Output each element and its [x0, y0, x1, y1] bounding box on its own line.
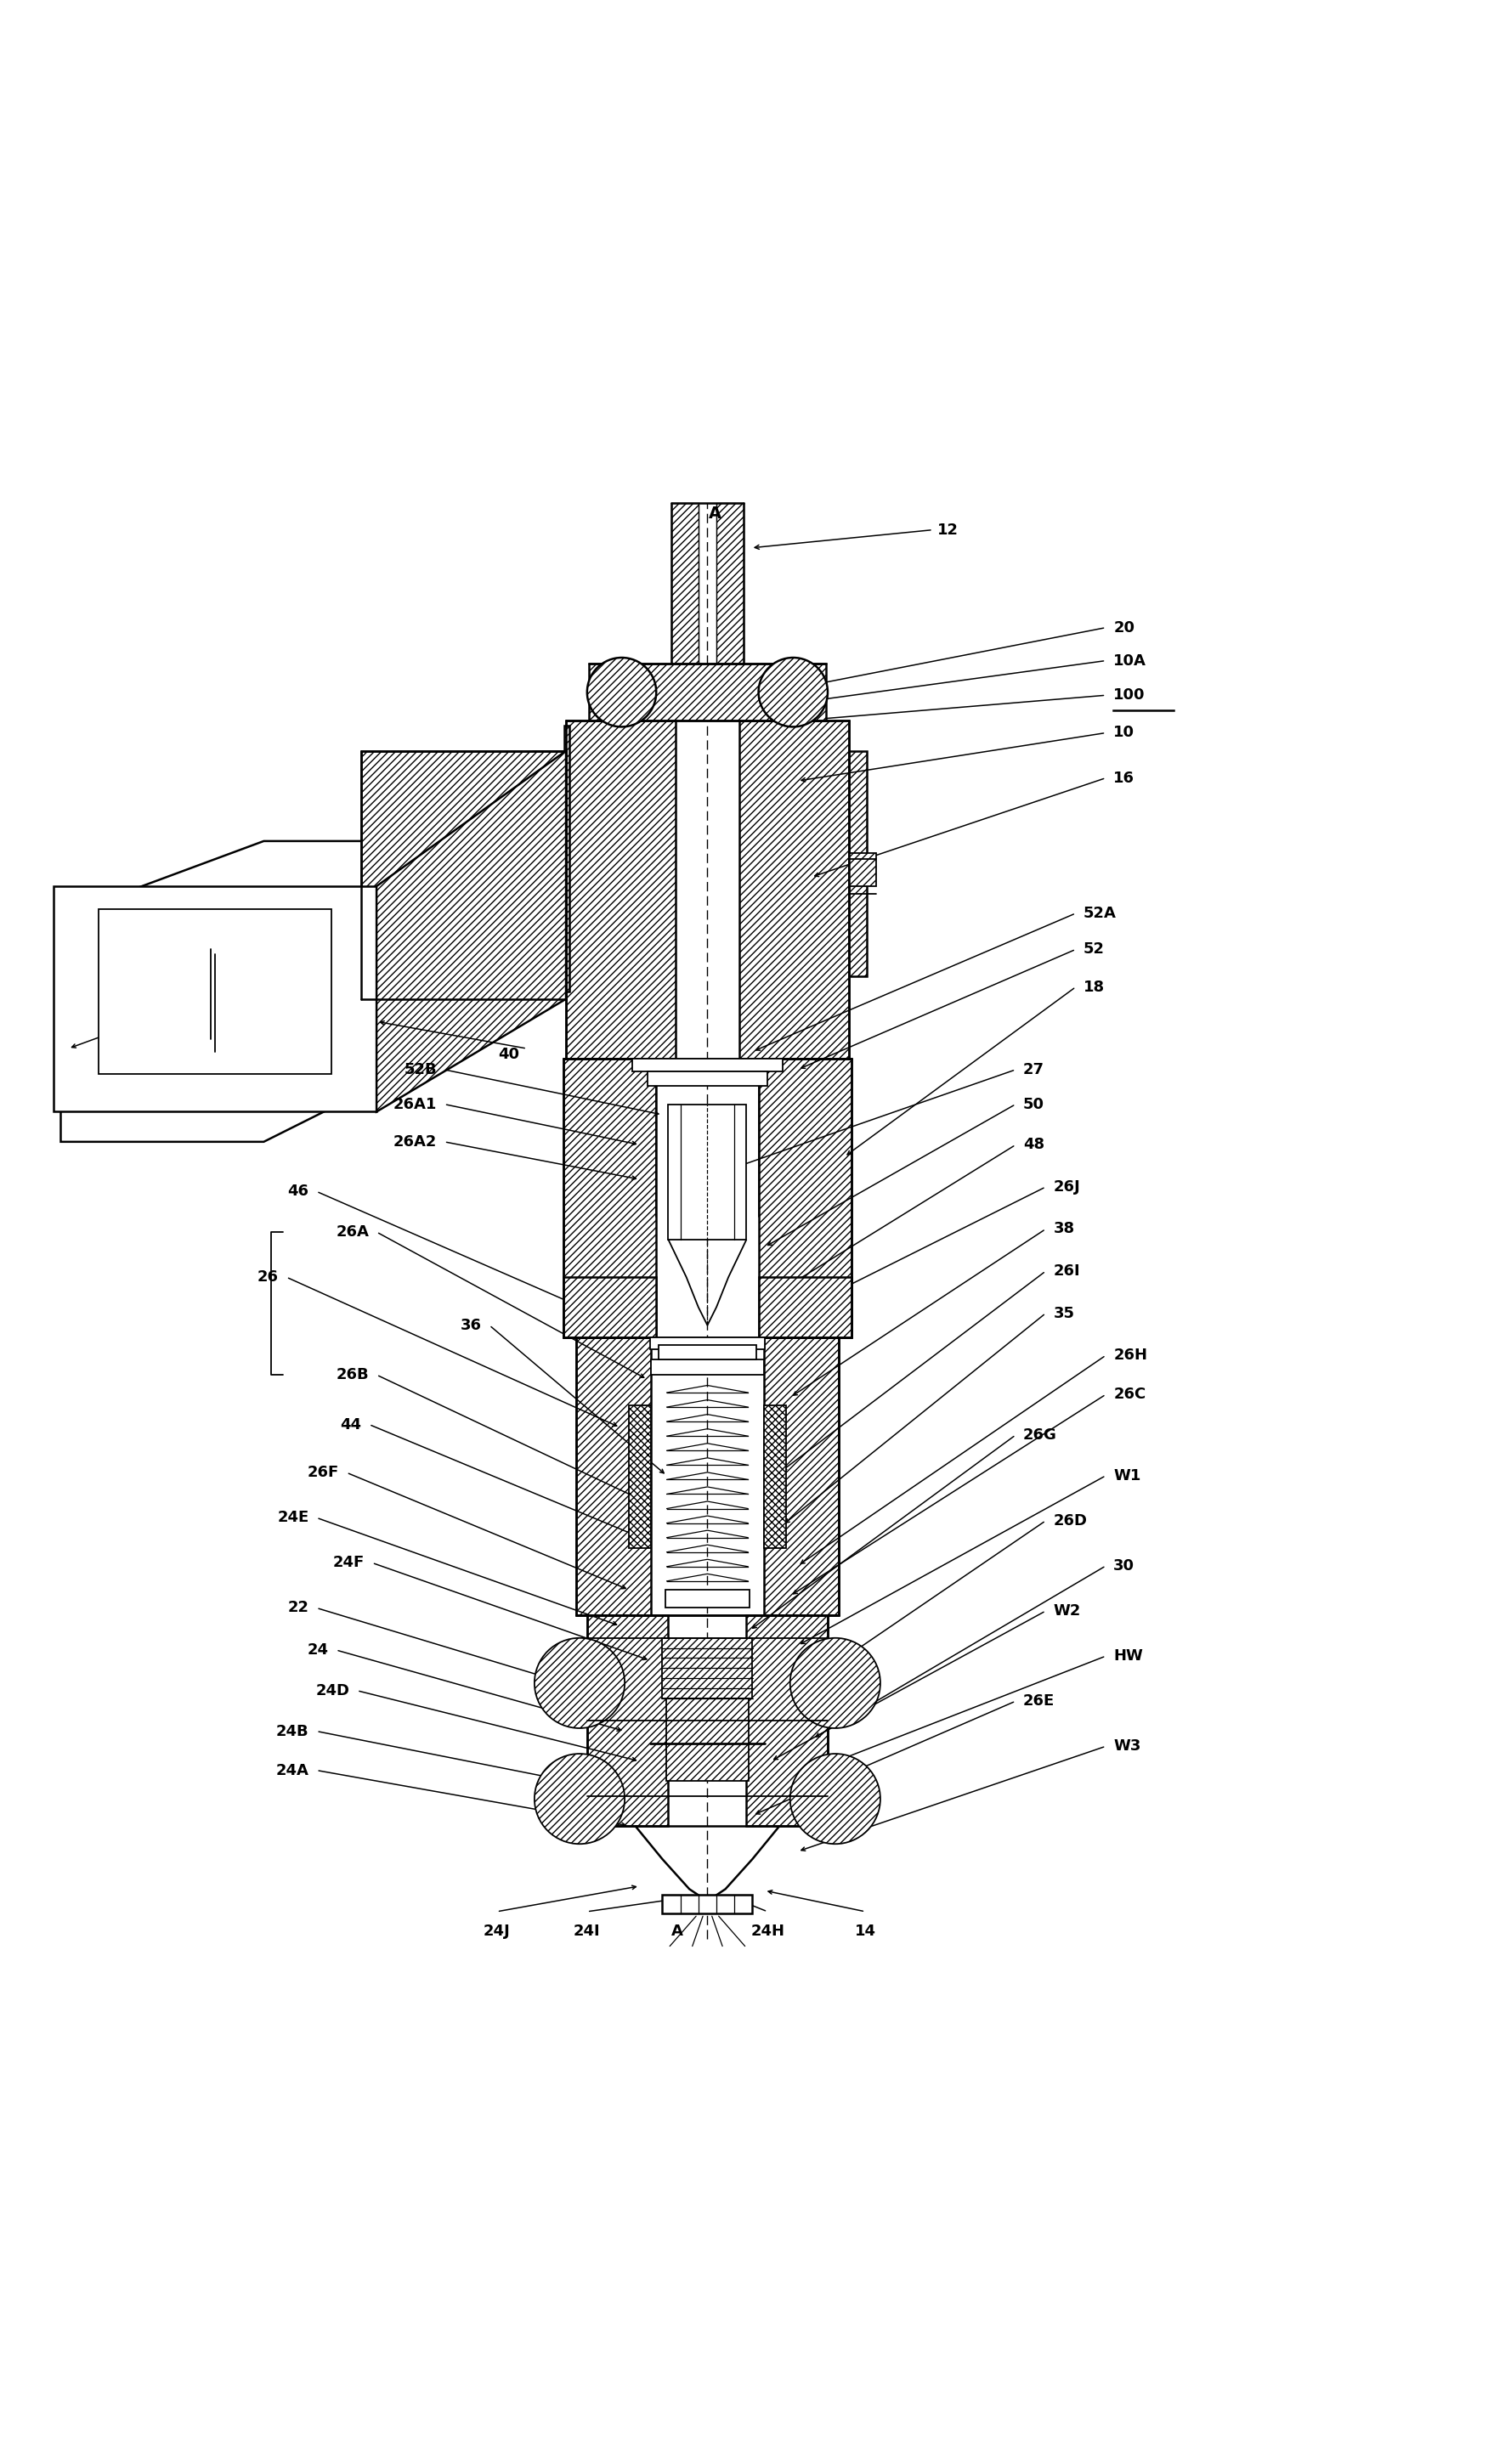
Text: 26F: 26F: [307, 1466, 339, 1481]
Text: 100: 100: [1114, 687, 1145, 702]
Text: 52: 52: [1084, 941, 1105, 956]
Bar: [759, 1060, 852, 1338]
Bar: [667, 1698, 749, 1781]
Text: 20: 20: [1114, 621, 1135, 636]
Polygon shape: [60, 840, 414, 1141]
Text: 26J: 26J: [1053, 1180, 1081, 1195]
Text: 10A: 10A: [1114, 653, 1147, 668]
Bar: [763, 1404, 786, 1547]
Text: 38: 38: [1053, 1222, 1075, 1237]
Text: 26D: 26D: [1053, 1513, 1087, 1528]
Bar: [668, 1104, 746, 1239]
Bar: [647, 1072, 768, 1087]
Text: 50: 50: [1023, 1096, 1044, 1111]
Text: 26: 26: [257, 1269, 278, 1284]
Text: 26H: 26H: [1114, 1348, 1147, 1363]
Text: 42: 42: [132, 1003, 154, 1018]
Text: 26G: 26G: [1023, 1427, 1057, 1441]
Text: 52A: 52A: [1084, 907, 1117, 922]
Bar: [662, 1895, 752, 1912]
Text: 24B: 24B: [275, 1722, 309, 1740]
Bar: [113, 931, 309, 1060]
Polygon shape: [376, 752, 566, 1111]
Bar: [576, 1338, 652, 1616]
Text: HW: HW: [1114, 1648, 1144, 1663]
Bar: [564, 724, 569, 991]
Circle shape: [534, 1754, 625, 1843]
Text: 26I: 26I: [1053, 1264, 1081, 1279]
Text: 22: 22: [287, 1599, 309, 1616]
Text: W3: W3: [1114, 1740, 1141, 1754]
Bar: [563, 1060, 656, 1338]
Circle shape: [534, 1639, 625, 1727]
Bar: [588, 663, 826, 722]
Text: 40: 40: [498, 1047, 519, 1062]
Bar: [716, 503, 743, 668]
Text: W1: W1: [1114, 1469, 1141, 1483]
Text: 14: 14: [855, 1924, 876, 1939]
Circle shape: [759, 658, 828, 727]
Text: 24H: 24H: [751, 1924, 784, 1939]
Text: W2: W2: [1053, 1604, 1081, 1619]
Text: 26A1: 26A1: [393, 1096, 436, 1111]
Bar: [763, 1338, 838, 1616]
Text: 24F: 24F: [333, 1555, 364, 1570]
Bar: [849, 752, 867, 976]
Text: 18: 18: [1084, 978, 1105, 995]
Text: 26E: 26E: [1023, 1693, 1055, 1708]
Text: 46: 46: [287, 1183, 309, 1200]
Bar: [587, 1616, 668, 1826]
Text: 12: 12: [938, 522, 959, 537]
Text: 26C: 26C: [1114, 1387, 1145, 1402]
Bar: [665, 1589, 749, 1609]
Text: 24J: 24J: [483, 1924, 510, 1939]
Text: 24D: 24D: [316, 1683, 349, 1698]
Bar: [629, 1404, 652, 1547]
Circle shape: [587, 658, 656, 727]
Text: 52B: 52B: [403, 1062, 436, 1077]
Text: 24A: 24A: [275, 1762, 309, 1779]
Bar: [53, 887, 376, 1111]
Bar: [662, 1639, 752, 1698]
Bar: [652, 1360, 763, 1375]
Bar: [566, 722, 676, 1060]
Text: A: A: [709, 505, 721, 522]
Circle shape: [790, 1639, 880, 1727]
Text: 24E: 24E: [277, 1510, 309, 1525]
Bar: [739, 722, 849, 1060]
Text: 26A2: 26A2: [393, 1133, 436, 1148]
Bar: [563, 1276, 656, 1338]
Bar: [632, 1060, 783, 1072]
Text: A: A: [671, 1924, 683, 1939]
Text: 44: 44: [340, 1417, 361, 1432]
Text: 24I: 24I: [573, 1924, 600, 1939]
Bar: [849, 853, 876, 887]
Text: 26A: 26A: [336, 1225, 369, 1239]
Text: 10: 10: [1114, 724, 1135, 742]
Text: 27: 27: [1023, 1062, 1044, 1077]
Bar: [98, 909, 331, 1074]
Bar: [746, 1616, 828, 1826]
Bar: [533, 752, 566, 976]
Circle shape: [790, 1754, 880, 1843]
Bar: [659, 1345, 756, 1360]
Bar: [361, 752, 566, 998]
Bar: [759, 1276, 852, 1338]
Bar: [650, 1338, 765, 1350]
Bar: [671, 503, 698, 668]
Text: 30: 30: [1114, 1557, 1135, 1574]
Text: 16: 16: [1114, 771, 1135, 786]
Text: 36: 36: [461, 1318, 482, 1333]
Text: 48: 48: [1023, 1138, 1044, 1153]
Text: 24: 24: [307, 1643, 328, 1658]
Text: 26B: 26B: [336, 1368, 369, 1382]
Text: 35: 35: [1053, 1306, 1075, 1321]
